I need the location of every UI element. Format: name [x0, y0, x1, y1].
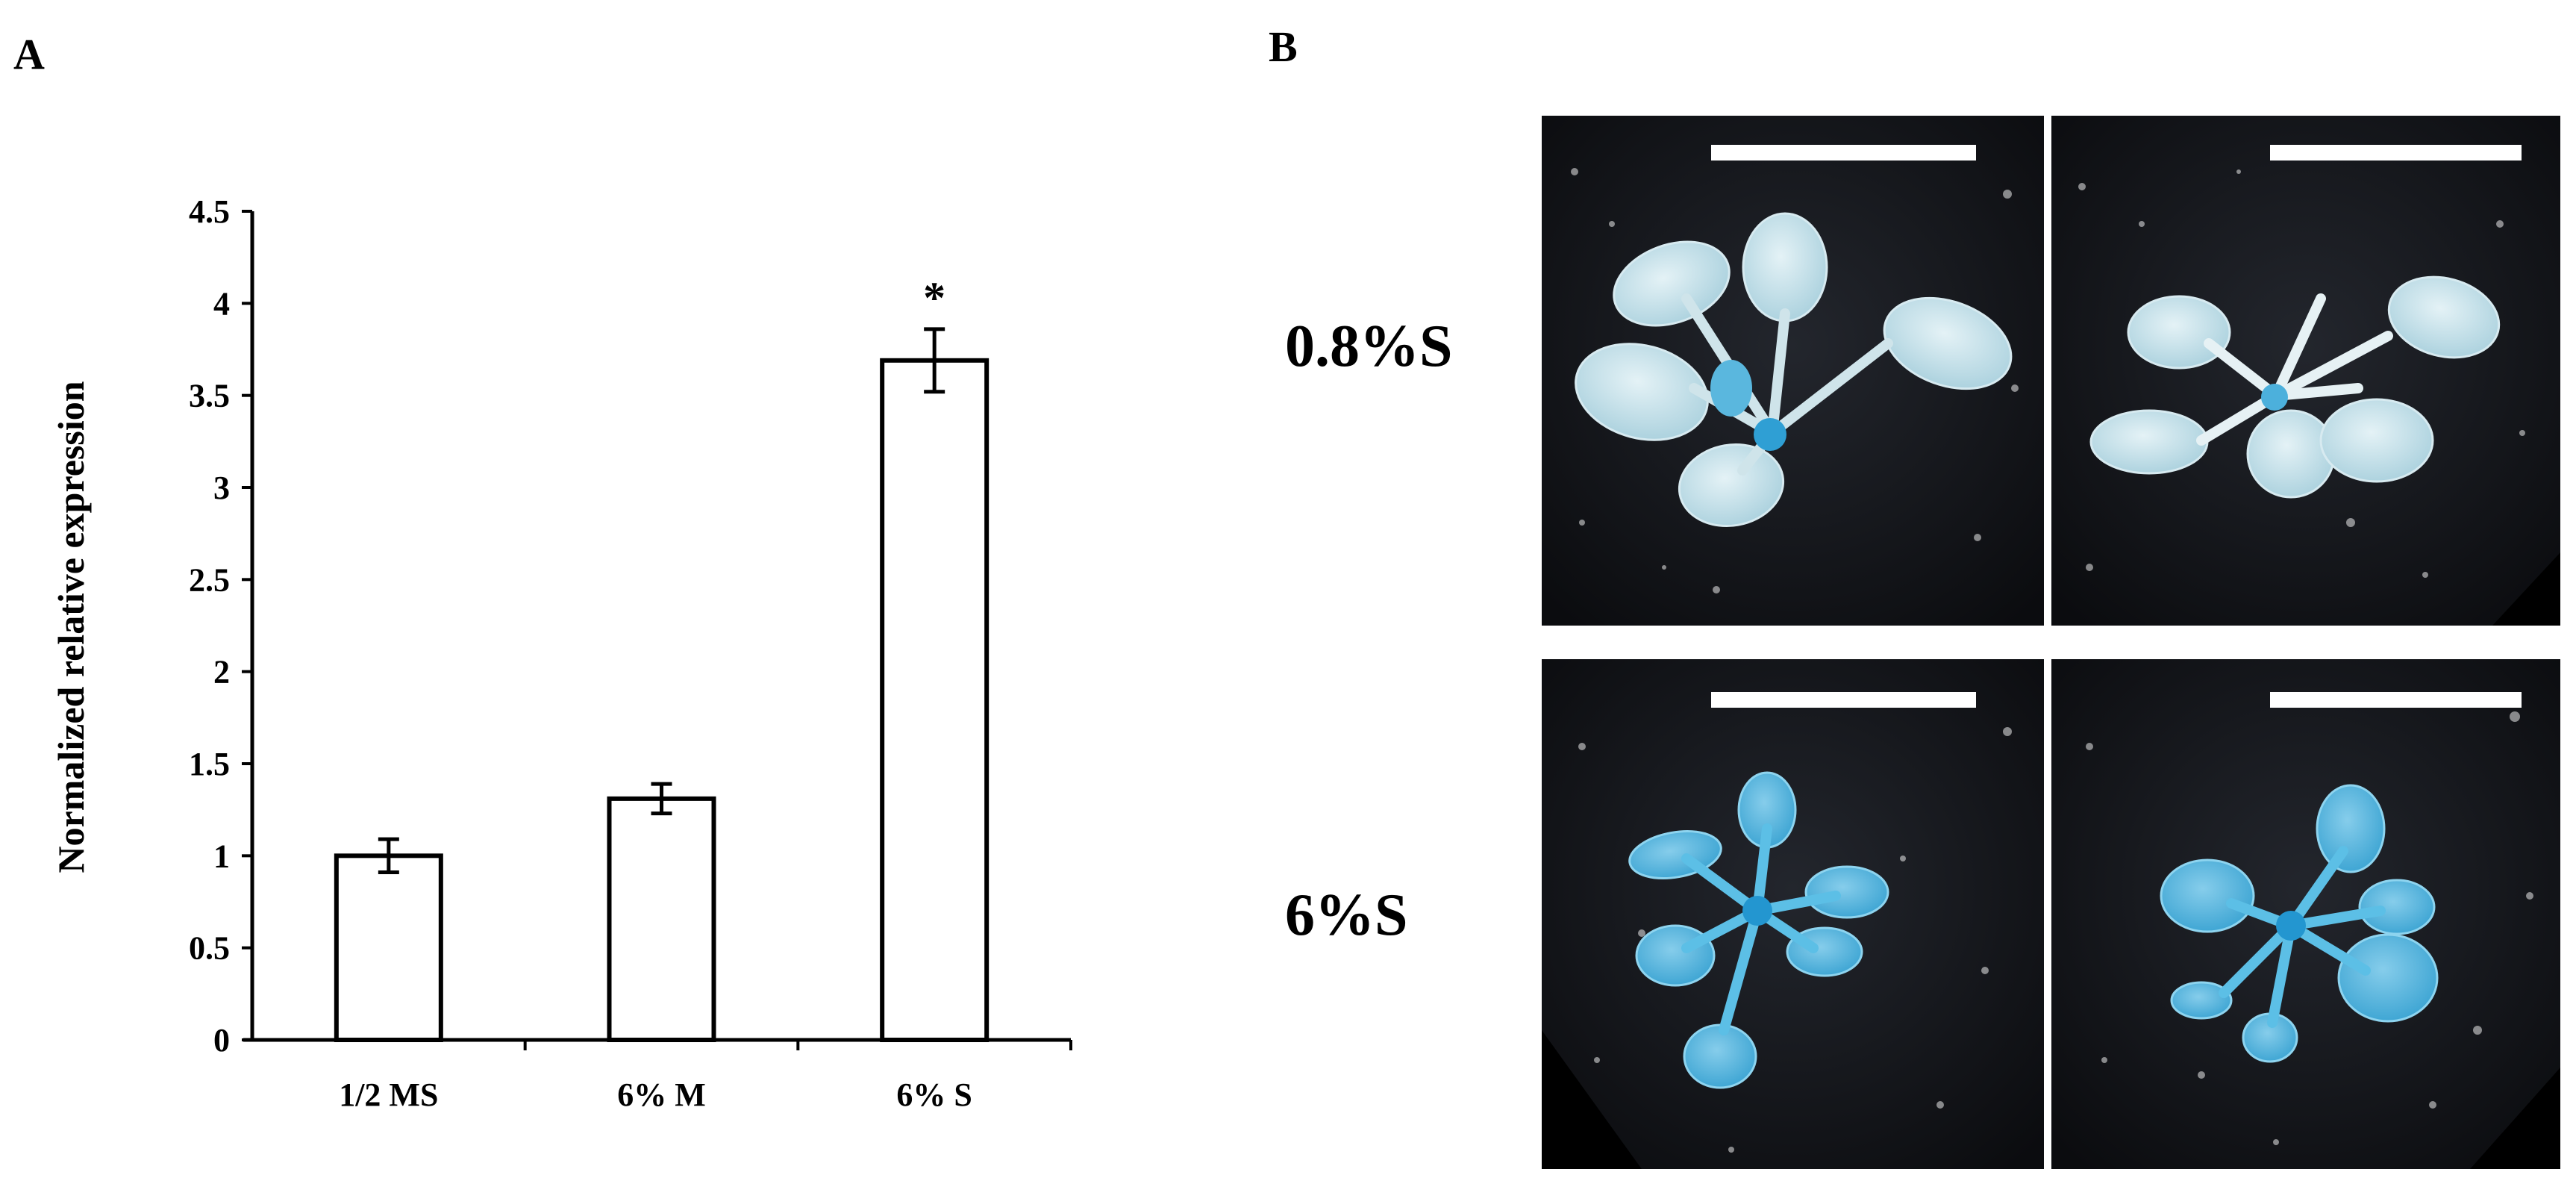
seedling-photo-6-percent-s-2: [2051, 659, 2560, 1169]
row-label-6-percent-s: 6%S: [1285, 882, 1408, 948]
seedling-photo-0-8-percent-s-2: [2051, 116, 2560, 626]
y-tick-label: 4.5: [189, 193, 230, 230]
seedling-photo-0-8-percent-s-1: [1542, 116, 2044, 626]
bar: [607, 796, 716, 1043]
y-tick-label: 0.5: [189, 930, 230, 967]
scale-bar: [1711, 692, 1976, 708]
scale-bar: [1711, 145, 1976, 161]
panel-b-label: B: [1269, 22, 1298, 71]
category-label: 1/2 MS: [339, 1076, 438, 1113]
error-bars: [378, 327, 945, 875]
x-ticks: [523, 1040, 1072, 1050]
panel-a-label: A: [13, 30, 45, 78]
y-tick-label: 0: [213, 1022, 230, 1059]
bars: [334, 358, 990, 1043]
y-tick-label: 2: [213, 654, 230, 691]
bar: [334, 853, 443, 1043]
significance-marker: *: [923, 273, 945, 322]
scale-bar: [2270, 692, 2522, 708]
y-tick-label: 4: [213, 285, 230, 322]
y-tick-label: 3.5: [189, 378, 230, 414]
annotations: *: [923, 273, 945, 322]
category-label: 6% S: [896, 1076, 972, 1113]
bar: [880, 358, 990, 1042]
y-tick-label: 1.5: [189, 746, 230, 782]
bar-chart: 0 0.5 1 1.5 2 2.5 3 3.5 4 4.5 1/2 MS 6% M 6% S * No…: [50, 193, 1072, 1113]
category-label: 6% M: [617, 1076, 706, 1113]
y-ticks: 0 0.5 1 1.5 2 2.5 3 3.5 4 4.5: [189, 193, 252, 1059]
row-label-0-8-percent-s: 0.8%S: [1285, 314, 1453, 379]
scale-bar: [2270, 145, 2522, 161]
category-labels: 1/2 MS 6% M 6% S: [339, 1076, 972, 1113]
y-tick-label: 3: [213, 470, 230, 506]
y-tick-label: 2.5: [189, 561, 230, 598]
y-axis-label: Normalized relative expression: [50, 381, 92, 873]
seedling-photo-6-percent-s-1: [1542, 659, 2044, 1169]
y-tick-label: 1: [213, 838, 230, 874]
